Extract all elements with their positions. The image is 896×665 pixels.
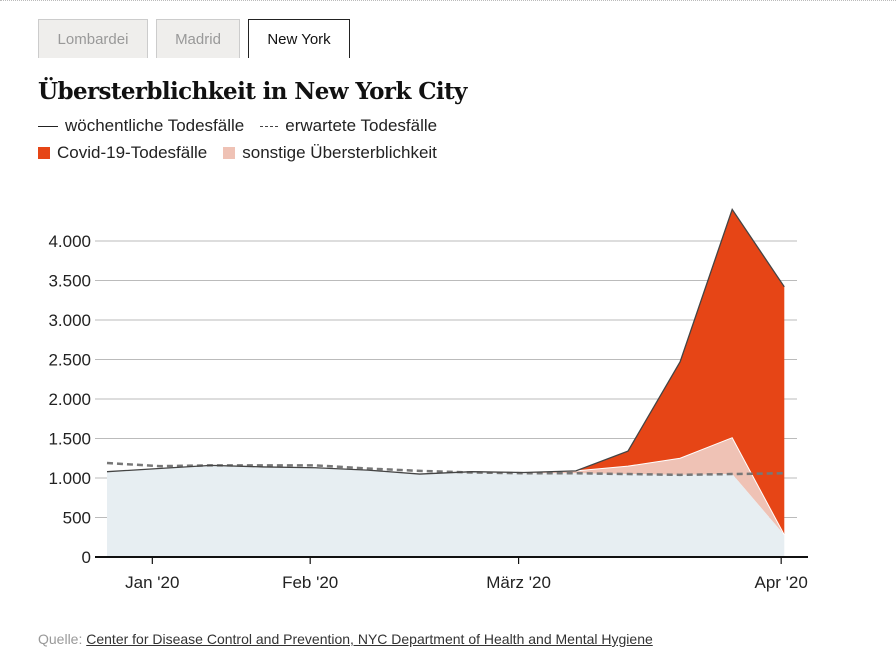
legend-covid: Covid-19-Todesfälle <box>57 143 208 162</box>
y-tick-label: 0 <box>82 548 91 567</box>
legend-row-1: wöchentliche Todesfälle erwartete Todesf… <box>38 116 437 136</box>
y-tick-label: 1.000 <box>48 469 91 488</box>
tab-lombardei[interactable]: Lombardei <box>38 19 148 58</box>
weekly-deaths-line <box>106 207 785 475</box>
legend-expected: erwartete Todesfälle <box>285 116 438 135</box>
tab-madrid[interactable]: Madrid <box>156 19 240 58</box>
legend-weekly: wöchentliche Todesfälle <box>65 116 245 135</box>
dashed-line-swatch <box>260 125 279 127</box>
y-tick-label: 4.000 <box>48 232 91 251</box>
source-label: Quelle: <box>38 631 83 647</box>
region-tabs: Lombardei Madrid New York <box>38 19 350 58</box>
y-tick-label: 3.500 <box>48 272 91 291</box>
source-note: Quelle: Center for Disease Control and P… <box>38 631 653 647</box>
y-tick-label: 1.500 <box>48 430 91 449</box>
y-tick-label: 3.000 <box>48 311 91 330</box>
y-tick-label: 2.500 <box>48 351 91 370</box>
legend-row-2: Covid-19-Todesfälle sonstige Übersterbli… <box>38 143 437 163</box>
tab-new-york[interactable]: New York <box>248 19 350 58</box>
x-tick-label: Apr '20 <box>755 573 808 592</box>
x-tick-label: Jan '20 <box>125 573 179 592</box>
y-tick-label: 2.000 <box>48 390 91 409</box>
other-swatch <box>223 147 236 159</box>
top-divider <box>0 0 896 1</box>
source-link[interactable]: Center for Disease Control and Preventio… <box>86 631 653 647</box>
chart: 0 500 1.000 1.500 2.000 2.500 3.000 3.500 4.000 J… <box>48 207 808 592</box>
x-tick-label: Feb '20 <box>282 573 338 592</box>
solid-line-swatch <box>38 125 58 127</box>
x-tick-label: März '20 <box>486 573 551 592</box>
covid-swatch <box>38 147 50 159</box>
y-tick-label: 500 <box>63 509 91 528</box>
legend-other: sonstige Übersterblichkeit <box>242 143 437 162</box>
baseline-area <box>107 465 785 557</box>
other-excess-area <box>107 437 785 535</box>
chart-title: Übersterblichkeit in New York City <box>38 78 467 105</box>
